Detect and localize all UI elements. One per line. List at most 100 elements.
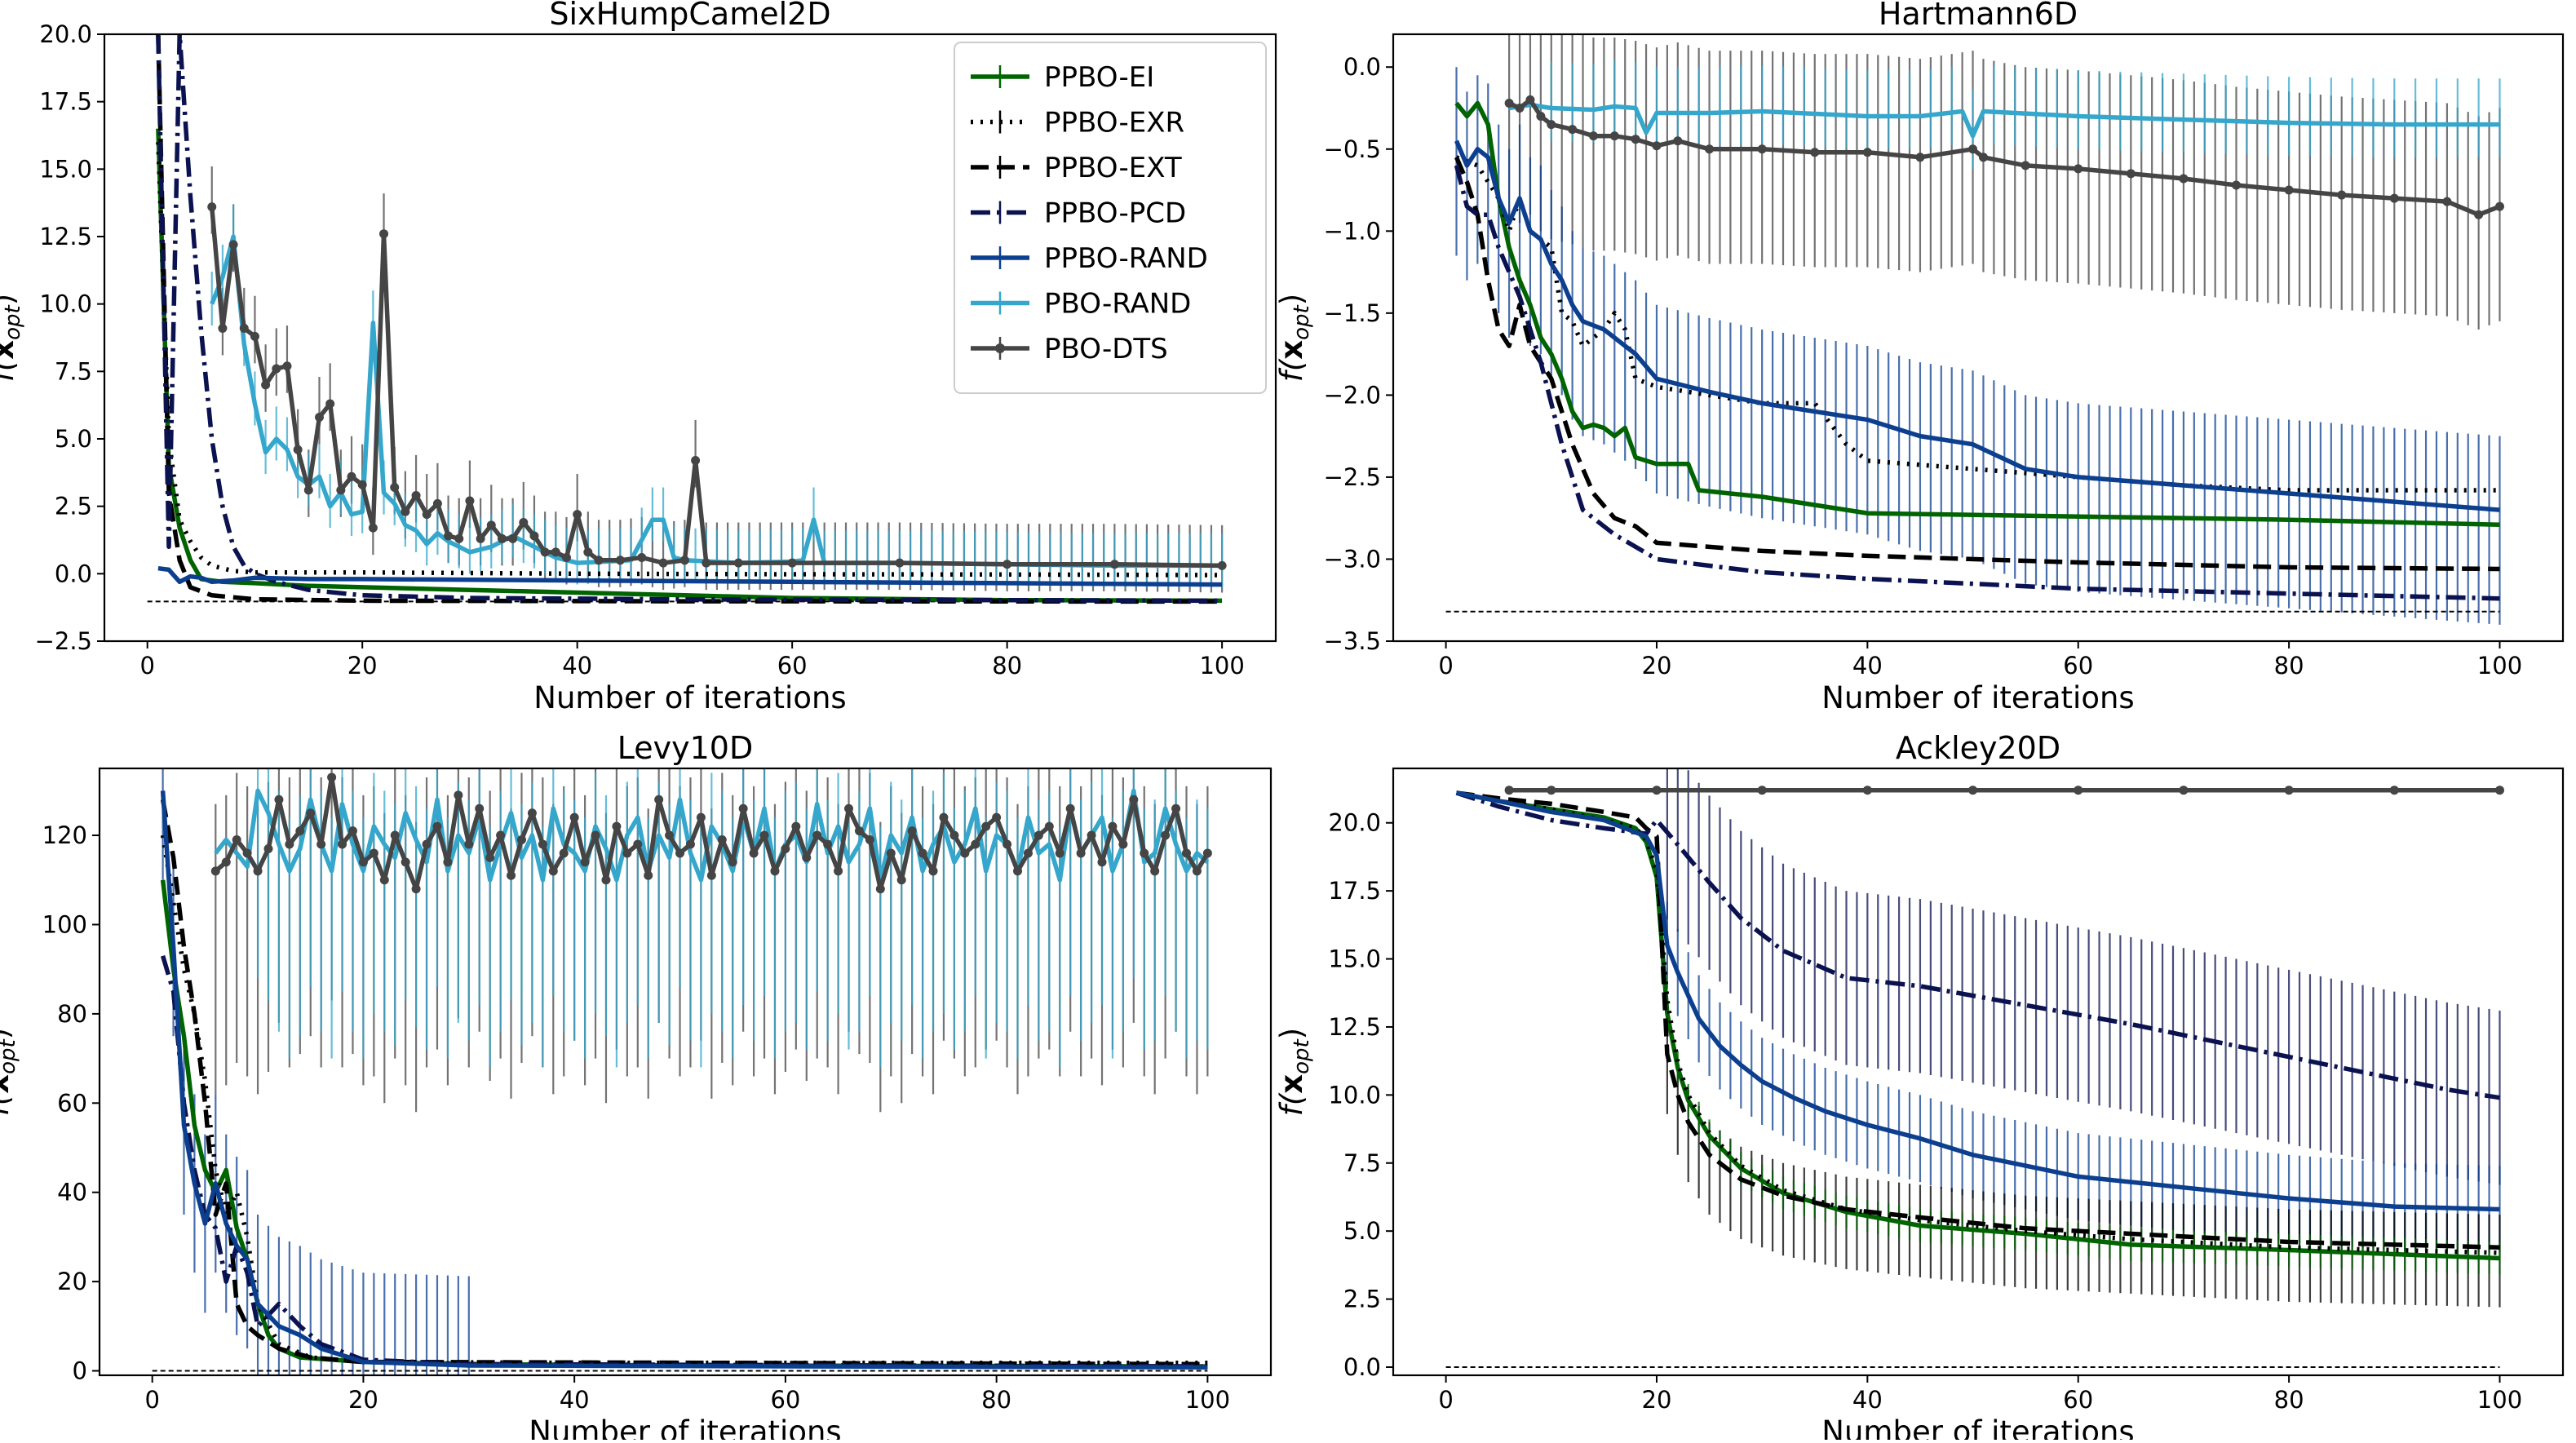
y-tick-label: 2.5 [1343,1286,1381,1313]
marker-dts [615,556,625,565]
marker-dts [583,547,593,557]
marker-dts [1504,786,1514,795]
marker-dts [347,471,356,481]
marker-dts [907,826,917,836]
x-tick-label: 40 [1852,1386,1883,1414]
y-tick-label: 12.5 [39,223,92,250]
marker-dts [464,839,474,849]
y-tick-label: −2.5 [35,627,92,655]
marker-dts [580,857,590,867]
marker-dts [432,821,442,831]
marker-dts [1023,848,1033,858]
marker-dts [432,498,442,508]
y-tick-label: 0 [73,1357,87,1385]
marker-dts [1087,830,1096,840]
x-axis-label: Number of iterations [1821,680,2134,715]
y-tick-label: 120 [42,821,87,849]
marker-dts [218,323,228,333]
x-tick-label: 100 [1199,652,1244,679]
marker-dts [228,240,238,250]
marker-dts [1013,866,1023,876]
y-tick-label: −2.5 [1324,463,1381,491]
y-tick-label: 5.0 [55,425,92,453]
marker-dts [738,803,748,813]
marker-dts [654,795,664,804]
subplot-levy: 0 20 40 60 80 100 0 20 40 60 80 100 120 Levy10D Number… [0,730,1273,1443]
markers-dts [1504,95,2504,219]
plot-area-ackley [1445,768,2504,1368]
series-rand [1455,790,2500,1212]
marker-dts [1862,786,1872,795]
legend-label: PPBO-EXR [1044,107,1184,139]
y-tick-label: 0.0 [55,560,92,587]
x-tick-label: 0 [144,1386,159,1414]
y-tick-label: 7.5 [55,357,92,385]
marker-dts [1810,148,1820,157]
errorbars-ext [1666,1021,2501,1308]
x-tick-label: 20 [348,1386,378,1414]
y-tick-label: 15.0 [1328,945,1381,973]
marker-dts [770,866,780,876]
marker-dts [516,835,526,845]
marker-dts [1108,821,1118,831]
marker-dts [401,507,410,516]
y-tick-label: −3.0 [1324,545,1381,573]
errorbars-pbo [256,768,1209,1068]
marker-dts [242,848,252,858]
marker-dts [1652,141,1662,151]
marker-dts [2232,180,2242,190]
marker-dts [665,830,675,840]
marker-dts [261,380,271,390]
marker-dts [675,848,685,858]
marker-dts [886,848,896,858]
x-tick-label: 60 [770,1386,800,1414]
x-tick-label: 80 [2274,652,2304,679]
y-tick-label: 80 [57,1000,87,1028]
marker-dts [411,490,421,500]
errorbars-rand [1455,67,2501,625]
marker-dts [253,866,263,876]
legend-label: PPBO-EXT [1044,152,1182,184]
axes-frame [103,33,1277,643]
marker-dts [1609,131,1619,141]
series-exr [1455,155,2500,493]
marker-dts [2474,210,2484,219]
legend-entry-pbo: PBO-RAND [971,288,1191,321]
y-axis-label: f(xopt) [0,294,25,382]
series-exr [160,834,1208,1366]
marker-dts [1568,125,1578,135]
marker-dts [2284,185,2294,195]
legend-entry-ei: PPBO-EI [971,61,1154,94]
series-pbo [214,788,1210,883]
series-ei [160,879,1208,1369]
marker-dts [971,839,980,849]
marker-dts [1097,857,1107,867]
marker-dts [601,875,611,885]
marker-dts [465,496,475,506]
marker-dts [369,848,378,858]
y-axis-label: f(xopt) [0,1028,20,1116]
marker-dts [1065,803,1075,813]
marker-dts [939,812,949,822]
x-tick-label: 20 [1642,1386,1672,1414]
marker-dts [1588,131,1598,141]
marker-dts [401,857,410,867]
axes-frame [98,767,1273,1377]
marker-dts [1171,803,1181,813]
axes-frame [1392,33,2565,643]
marker-dts [559,848,569,858]
marker-dts [272,364,281,374]
marker-dts [895,558,905,568]
marker-dts [717,835,727,845]
marker-dts [1118,839,1128,849]
series-rand [157,565,1223,587]
marker-dts [379,875,389,885]
marker-dts [548,866,558,876]
series-exr [1455,790,2500,1255]
marker-dts [1968,144,1978,154]
series-ext [1456,790,2500,1250]
marker-dts [485,852,495,862]
legend-box [954,42,1267,394]
marker-dts [282,361,292,371]
